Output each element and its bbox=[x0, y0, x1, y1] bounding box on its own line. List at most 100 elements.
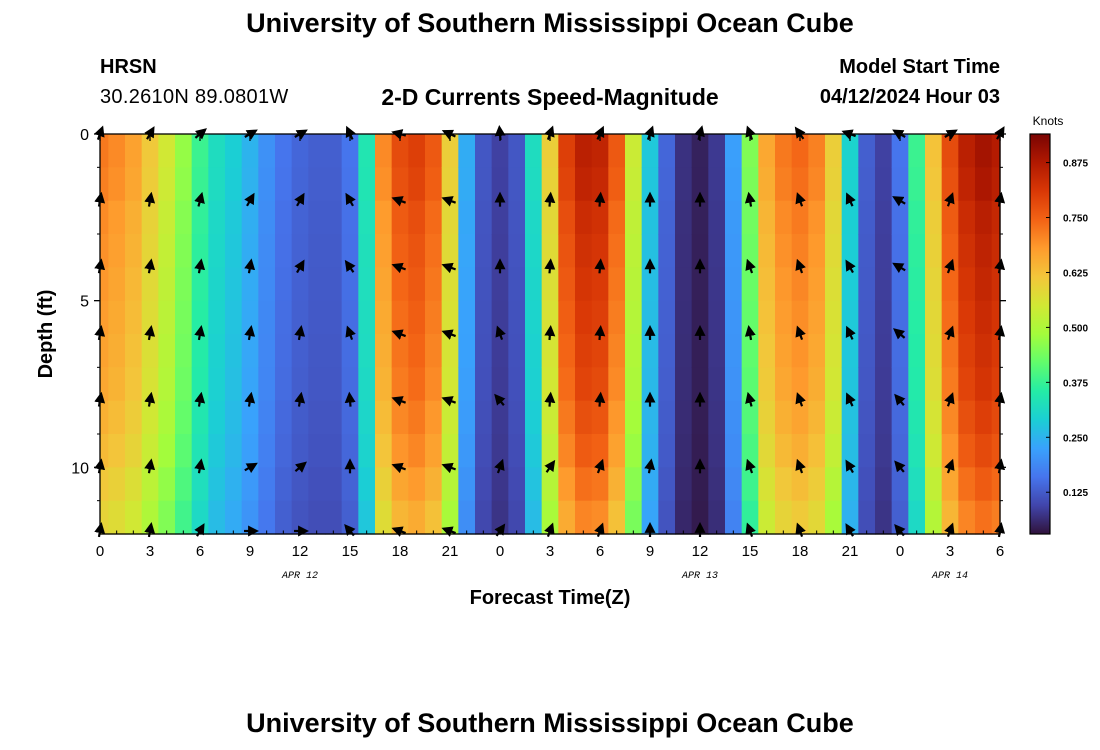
heat-cell bbox=[475, 467, 493, 502]
heat-cell bbox=[958, 367, 976, 402]
heat-cell bbox=[441, 200, 459, 235]
current-vector-arrow bbox=[244, 192, 255, 207]
current-vector-arrow bbox=[144, 391, 156, 407]
heat-cell bbox=[341, 334, 359, 368]
heat-cell bbox=[241, 267, 259, 302]
current-vector-arrow bbox=[894, 460, 906, 473]
heat-cell bbox=[225, 400, 243, 435]
current-vector-arrow bbox=[495, 325, 506, 341]
heat-cell bbox=[525, 300, 543, 335]
heat-cell bbox=[225, 167, 243, 202]
heat-cell bbox=[841, 300, 859, 335]
heat-cell bbox=[475, 434, 493, 468]
heat-cell bbox=[441, 267, 459, 302]
heat-cell bbox=[225, 367, 243, 402]
heat-cell bbox=[458, 134, 476, 168]
heat-cell bbox=[575, 134, 593, 168]
date-label: APR 14 bbox=[931, 571, 968, 582]
heat-cell bbox=[758, 300, 776, 335]
heat-cell bbox=[958, 167, 976, 202]
heat-cell bbox=[458, 234, 476, 268]
heat-cell bbox=[808, 267, 826, 302]
heat-cell bbox=[275, 134, 293, 168]
heat-cell bbox=[608, 367, 626, 402]
heat-cell bbox=[175, 267, 193, 302]
heat-cell bbox=[258, 167, 276, 202]
heat-cell bbox=[891, 200, 909, 235]
date-label: APR 12 bbox=[281, 571, 318, 582]
y-axis-label: Depth (ft) bbox=[35, 290, 57, 379]
heat-cell bbox=[308, 400, 326, 435]
heat-cell bbox=[275, 400, 293, 435]
heat-cell bbox=[175, 434, 193, 468]
heat-cell bbox=[908, 200, 926, 235]
heat-cell bbox=[908, 434, 926, 468]
heat-cell bbox=[325, 334, 343, 368]
heat-cell bbox=[908, 400, 926, 435]
heat-cell bbox=[491, 134, 509, 168]
heat-cell bbox=[975, 267, 993, 302]
heat-cell bbox=[991, 300, 1001, 335]
heat-cell bbox=[358, 467, 376, 502]
heat-cell bbox=[708, 234, 726, 268]
heat-cell bbox=[575, 500, 593, 535]
heat-cell bbox=[341, 167, 359, 202]
heat-cell bbox=[375, 300, 393, 335]
heat-cell bbox=[791, 334, 809, 368]
current-vector-arrow bbox=[544, 391, 556, 407]
heat-cell bbox=[491, 300, 509, 335]
heat-cell bbox=[858, 400, 876, 435]
heat-cell bbox=[441, 234, 459, 268]
x-tick-label: 21 bbox=[842, 543, 859, 560]
x-tick-label: 15 bbox=[742, 543, 759, 560]
heat-cell bbox=[791, 367, 809, 402]
current-vector-arrow bbox=[441, 329, 457, 340]
heat-cell bbox=[725, 167, 743, 202]
heat-cell bbox=[675, 334, 693, 368]
heat-cell bbox=[408, 434, 426, 468]
current-vector-arrow bbox=[892, 196, 906, 207]
current-vector-arrow bbox=[594, 324, 606, 341]
heat-cell bbox=[375, 367, 393, 402]
heat-cell bbox=[875, 134, 893, 168]
heat-cell bbox=[525, 400, 543, 435]
current-vector-arrow bbox=[544, 258, 556, 274]
x-tick-label: 3 bbox=[546, 543, 554, 560]
heat-cell bbox=[458, 400, 476, 435]
heat-cell bbox=[275, 467, 293, 502]
heat-cell bbox=[858, 267, 876, 302]
heat-cell bbox=[425, 334, 443, 368]
heat-cell bbox=[991, 167, 1001, 202]
heat-cell bbox=[675, 367, 693, 402]
heat-cell bbox=[258, 400, 276, 435]
heat-cell bbox=[358, 400, 376, 435]
date-label: APR 13 bbox=[681, 571, 718, 582]
heat-cell bbox=[725, 367, 743, 402]
heat-cell bbox=[408, 300, 426, 335]
heat-cell bbox=[975, 167, 993, 202]
heat-cell bbox=[208, 200, 226, 235]
heat-cell bbox=[275, 267, 293, 302]
heat-cell bbox=[191, 334, 209, 368]
current-vector-arrow bbox=[494, 393, 506, 406]
heat-cell bbox=[191, 400, 209, 435]
heat-cell bbox=[708, 434, 726, 468]
heat-cell bbox=[925, 234, 943, 268]
heat-cell bbox=[558, 500, 576, 535]
colorbar-tick-label: 0.625 bbox=[1063, 268, 1088, 279]
heat-cell bbox=[558, 267, 576, 302]
heat-cell bbox=[758, 500, 776, 535]
heat-cell bbox=[625, 500, 643, 535]
heat-cell bbox=[725, 267, 743, 302]
heat-cell bbox=[525, 367, 543, 402]
heat-cell bbox=[908, 267, 926, 302]
heat-cell bbox=[225, 200, 243, 235]
current-vector-arrow bbox=[194, 258, 206, 274]
heat-cell bbox=[158, 267, 176, 302]
heat-cell bbox=[808, 300, 826, 335]
heat-cell bbox=[591, 134, 609, 168]
heat-cell bbox=[208, 167, 226, 202]
heat-cell bbox=[591, 400, 609, 435]
heat-cell bbox=[541, 267, 559, 302]
heat-cell bbox=[658, 234, 676, 268]
